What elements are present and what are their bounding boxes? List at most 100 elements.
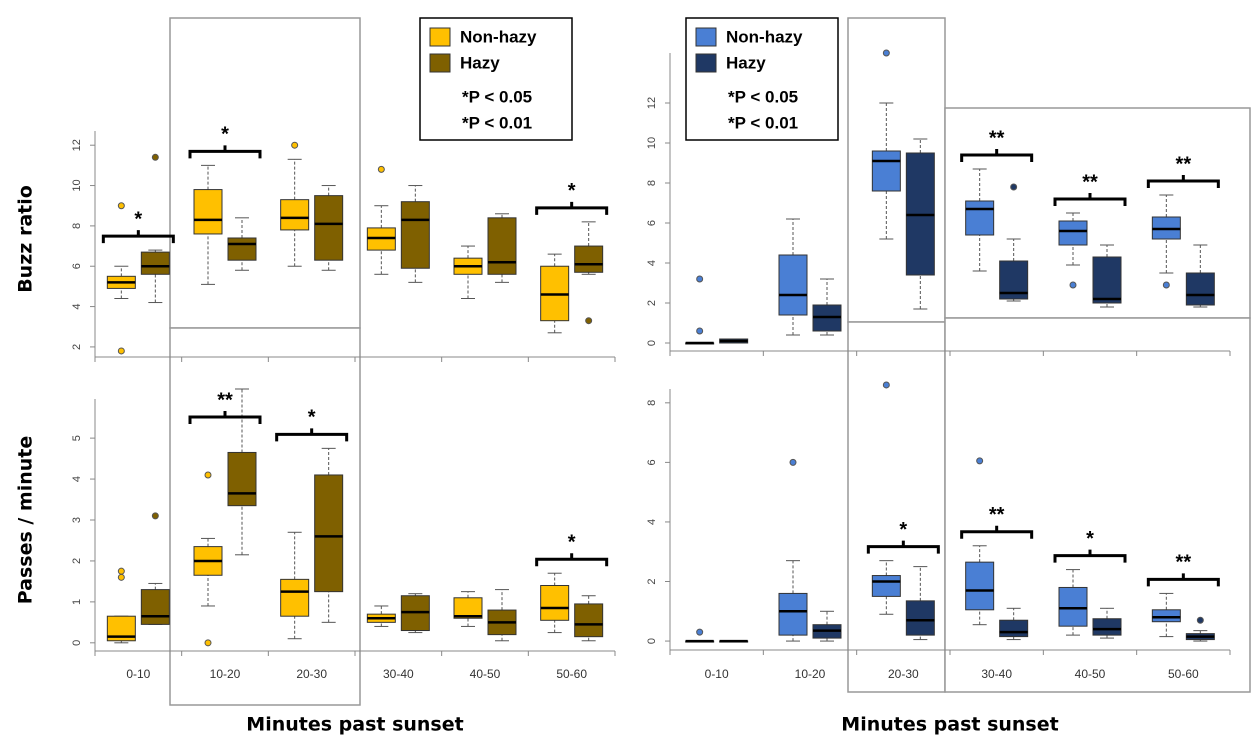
outlier bbox=[1162, 281, 1170, 289]
x-axis-label: Minutes past sunset bbox=[841, 714, 1058, 736]
outlier bbox=[882, 49, 890, 57]
y-tick-label: 6 bbox=[646, 459, 658, 465]
box bbox=[314, 474, 344, 593]
y-tick-label: 12 bbox=[71, 139, 83, 151]
outlier bbox=[1196, 616, 1204, 624]
outlier bbox=[151, 512, 159, 520]
box bbox=[193, 189, 223, 235]
box bbox=[314, 195, 344, 261]
outlier bbox=[696, 275, 704, 283]
significance-bracket bbox=[188, 411, 262, 424]
significance-label: * bbox=[221, 124, 229, 146]
box bbox=[999, 619, 1029, 638]
legend-note: *P < 0.05 bbox=[728, 87, 798, 106]
y-tick-label: 0 bbox=[646, 638, 658, 644]
significance-label: * bbox=[134, 208, 142, 230]
x-tick-label: 40-50 bbox=[1075, 667, 1106, 681]
y-tick-label: 2 bbox=[646, 300, 658, 306]
legend-swatch bbox=[429, 27, 451, 47]
significance-label: * bbox=[568, 532, 576, 554]
box bbox=[574, 603, 604, 638]
y-tick-label: 5 bbox=[71, 435, 83, 441]
x-tick-label: 40-50 bbox=[470, 667, 501, 681]
legend-label: Hazy bbox=[726, 53, 766, 72]
box bbox=[1092, 256, 1122, 304]
y-axis-label: Passes / minute bbox=[15, 436, 37, 605]
legend-swatch bbox=[695, 27, 717, 47]
y-tick-label: 4 bbox=[646, 519, 658, 525]
x-tick-label: 20-30 bbox=[296, 667, 327, 681]
box bbox=[965, 561, 995, 611]
outlier bbox=[696, 327, 704, 335]
box bbox=[905, 600, 935, 636]
outlier bbox=[882, 381, 890, 389]
significance-bracket bbox=[960, 149, 1034, 162]
significance-label: * bbox=[1086, 528, 1094, 550]
box bbox=[574, 245, 604, 273]
box bbox=[540, 585, 570, 621]
outlier bbox=[696, 628, 704, 636]
box bbox=[778, 254, 808, 316]
outlier bbox=[789, 458, 797, 466]
box bbox=[487, 217, 517, 275]
box bbox=[965, 200, 995, 236]
significance-bracket bbox=[1146, 175, 1220, 188]
x-tick-label: 10-20 bbox=[210, 667, 241, 681]
x-tick-label: 50-60 bbox=[1168, 667, 1199, 681]
significance-bracket bbox=[1053, 549, 1127, 563]
significance-bracket bbox=[188, 145, 262, 159]
legend-label: Non-hazy bbox=[460, 27, 537, 46]
legend-note: *P < 0.05 bbox=[462, 87, 532, 106]
box bbox=[227, 451, 257, 507]
outlier bbox=[1069, 281, 1077, 289]
box bbox=[453, 597, 483, 619]
x-tick-label: 0-10 bbox=[126, 667, 150, 681]
y-tick-label: 0 bbox=[646, 340, 658, 346]
outlier bbox=[117, 573, 125, 581]
box bbox=[871, 575, 901, 597]
x-tick-label: 30-40 bbox=[383, 667, 414, 681]
legend-swatch bbox=[695, 53, 717, 73]
y-tick-label: 10 bbox=[71, 179, 83, 191]
y-tick-label: 4 bbox=[71, 304, 83, 310]
x-tick-label: 50-60 bbox=[556, 667, 587, 681]
significance-bracket bbox=[101, 230, 175, 244]
significance-bracket bbox=[535, 201, 609, 215]
significance-bracket bbox=[1053, 193, 1127, 206]
box bbox=[400, 201, 430, 269]
legend-label: Hazy bbox=[460, 53, 500, 72]
outlier bbox=[1010, 183, 1018, 191]
box bbox=[1058, 220, 1088, 246]
significance-label: * bbox=[568, 180, 576, 202]
y-tick-label: 0 bbox=[71, 640, 83, 646]
x-tick-label: 10-20 bbox=[795, 667, 826, 681]
outlier bbox=[377, 165, 385, 173]
legend-note: *P < 0.01 bbox=[462, 113, 532, 132]
y-tick-label: 8 bbox=[646, 180, 658, 186]
significance-label: ** bbox=[989, 127, 1005, 149]
legend-swatch bbox=[429, 53, 451, 73]
box bbox=[140, 589, 170, 625]
box bbox=[227, 237, 257, 261]
y-tick-label: 10 bbox=[646, 137, 658, 149]
y-tick-label: 6 bbox=[646, 220, 658, 226]
y-tick-label: 4 bbox=[71, 476, 83, 482]
significance-label: ** bbox=[217, 389, 233, 411]
significance-label: ** bbox=[1176, 153, 1192, 175]
highlight-panel bbox=[169, 17, 361, 329]
y-tick-label: 4 bbox=[646, 260, 658, 266]
y-tick-label: 8 bbox=[646, 400, 658, 406]
x-tick-label: 30-40 bbox=[981, 667, 1012, 681]
significance-label: ** bbox=[1082, 171, 1098, 193]
significance-bracket bbox=[1146, 573, 1220, 587]
x-tick-label: 0-10 bbox=[705, 667, 729, 681]
legend-note: *P < 0.01 bbox=[728, 113, 798, 132]
box bbox=[1185, 272, 1215, 306]
y-tick-label: 2 bbox=[71, 344, 83, 350]
box bbox=[280, 578, 310, 617]
y-tick-label: 6 bbox=[71, 263, 83, 269]
x-tick-label: 20-30 bbox=[888, 667, 919, 681]
outlier bbox=[117, 567, 125, 575]
y-axis-label: Buzz ratio bbox=[15, 185, 37, 293]
